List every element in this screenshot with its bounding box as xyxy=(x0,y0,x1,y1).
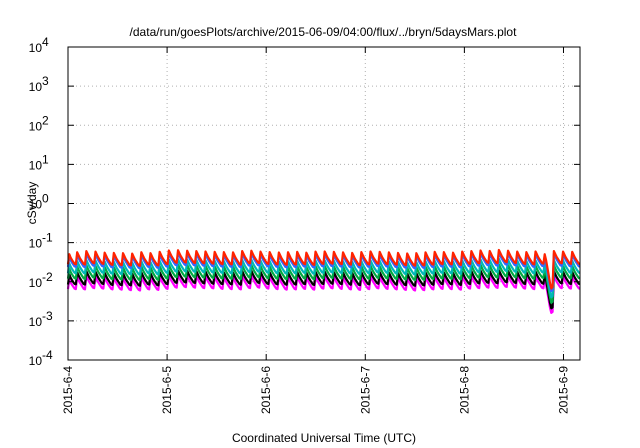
y-tick-base: 10 xyxy=(29,80,43,94)
grid xyxy=(67,46,580,361)
x-tick-label: 2015-6-5 xyxy=(160,366,174,414)
y-tick-label: 10 xyxy=(29,41,43,55)
y-tick-exponent: -2 xyxy=(42,270,53,284)
x-tick-label: 2015-6-4 xyxy=(61,366,75,414)
y-tick-exponent: 1 xyxy=(42,152,49,166)
y-tick-label: 10 xyxy=(29,237,43,251)
y-tick-base: 10 xyxy=(29,41,43,55)
y-tick-exponent: -1 xyxy=(42,231,53,245)
y-tick-base: 10 xyxy=(29,354,43,368)
x-tick-label: 2015-6-7 xyxy=(358,366,372,414)
y-tick-base: 10 xyxy=(29,119,43,133)
y-tick-label: 10 xyxy=(29,80,43,94)
x-tick-label: 2015-6-8 xyxy=(457,366,471,414)
y-tick-exponent: -4 xyxy=(42,348,53,362)
x-axis: 2015-6-4 2015-6-5 2015-6-6 2015-6-7 2015-6-8… xyxy=(61,47,570,414)
y-tick-exponent: 3 xyxy=(42,74,49,88)
y-tick-base: 10 xyxy=(29,237,43,251)
y-tick-label: 10 xyxy=(29,198,43,212)
series-layer xyxy=(66,248,581,314)
y-tick-base: 10 xyxy=(29,158,43,172)
x-tick-label: 2015-6-6 xyxy=(259,366,273,414)
y-tick-label: 10 xyxy=(29,158,43,172)
x-tick-label: 2015-6-9 xyxy=(556,366,570,414)
y-tick-base: 10 xyxy=(29,198,43,212)
x-axis-label: Coordinated Universal Time (UTC) xyxy=(232,431,416,445)
series-line-5 xyxy=(66,248,581,290)
y-tick-label: 10 xyxy=(29,315,43,329)
chart-title: /data/run/goesPlots/archive/2015-06-09/0… xyxy=(130,25,518,39)
y-tick-exponent: 2 xyxy=(42,113,49,127)
y-tick-label: 10 xyxy=(29,354,43,368)
y-tick-exponent: 4 xyxy=(42,35,49,49)
y-tick-base: 10 xyxy=(29,315,43,329)
y-axis-label: cSv/day xyxy=(25,182,39,225)
y-tick-label: 10 xyxy=(29,119,43,133)
y-tick-exponent: 0 xyxy=(42,192,49,206)
y-tick-exponent: -3 xyxy=(42,309,53,323)
y-tick-base: 10 xyxy=(29,276,43,290)
y-tick-label: 10 xyxy=(29,276,43,290)
